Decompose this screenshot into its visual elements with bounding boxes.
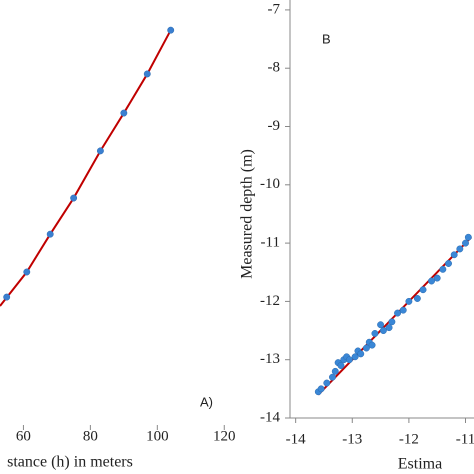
point <box>462 239 469 247</box>
point <box>413 295 421 302</box>
point <box>120 109 128 117</box>
point <box>388 318 396 326</box>
y-tick-label: -12 <box>260 293 280 309</box>
point <box>362 344 370 352</box>
x-tick-label: 100 <box>146 428 169 444</box>
x-tick-label: -12 <box>399 431 419 447</box>
point <box>464 233 472 241</box>
y-tick-label: -9 <box>268 118 281 134</box>
point <box>357 350 365 358</box>
x-axis-label: stance (h) in meters <box>7 454 133 471</box>
point <box>394 309 402 317</box>
point <box>329 373 336 381</box>
point <box>371 330 379 337</box>
point <box>445 260 452 267</box>
x-tick-label: 60 <box>16 428 31 444</box>
point <box>46 230 54 238</box>
point <box>405 297 413 305</box>
point <box>379 327 387 335</box>
x-tick-label: 80 <box>83 428 98 444</box>
point <box>70 194 78 202</box>
point <box>167 26 175 34</box>
x-axis-label: Estima <box>398 456 442 473</box>
y-tick-label: -10 <box>260 176 280 192</box>
point <box>433 274 441 282</box>
x-tick-label: -11 <box>456 431 474 447</box>
point <box>351 353 359 361</box>
point <box>419 286 427 294</box>
fit-line <box>0 29 172 307</box>
y-axis-label: Measured depth (m) <box>239 149 256 279</box>
point <box>331 367 339 375</box>
point <box>96 147 104 155</box>
point <box>456 245 464 253</box>
panel-label: A) <box>200 394 213 409</box>
x-tick-label: 120 <box>213 428 236 444</box>
point <box>368 341 376 349</box>
y-tick-label: -14 <box>260 409 280 425</box>
x-tick-label: -13 <box>342 431 362 447</box>
point <box>3 293 11 301</box>
point <box>450 251 458 259</box>
point <box>439 265 447 273</box>
point <box>385 324 393 332</box>
point <box>399 306 407 314</box>
point <box>428 277 435 285</box>
y-tick-label: -8 <box>268 60 281 76</box>
point <box>337 362 345 369</box>
point <box>23 268 31 276</box>
x-tick-label: -14 <box>286 431 306 447</box>
point <box>317 385 325 393</box>
point <box>323 379 331 387</box>
y-tick-label: -7 <box>268 1 281 17</box>
point <box>143 70 151 78</box>
panel-label: B <box>322 31 331 46</box>
y-tick-label: -13 <box>260 351 280 367</box>
y-tick-label: -11 <box>261 235 280 251</box>
point <box>377 321 385 329</box>
point <box>345 356 353 364</box>
